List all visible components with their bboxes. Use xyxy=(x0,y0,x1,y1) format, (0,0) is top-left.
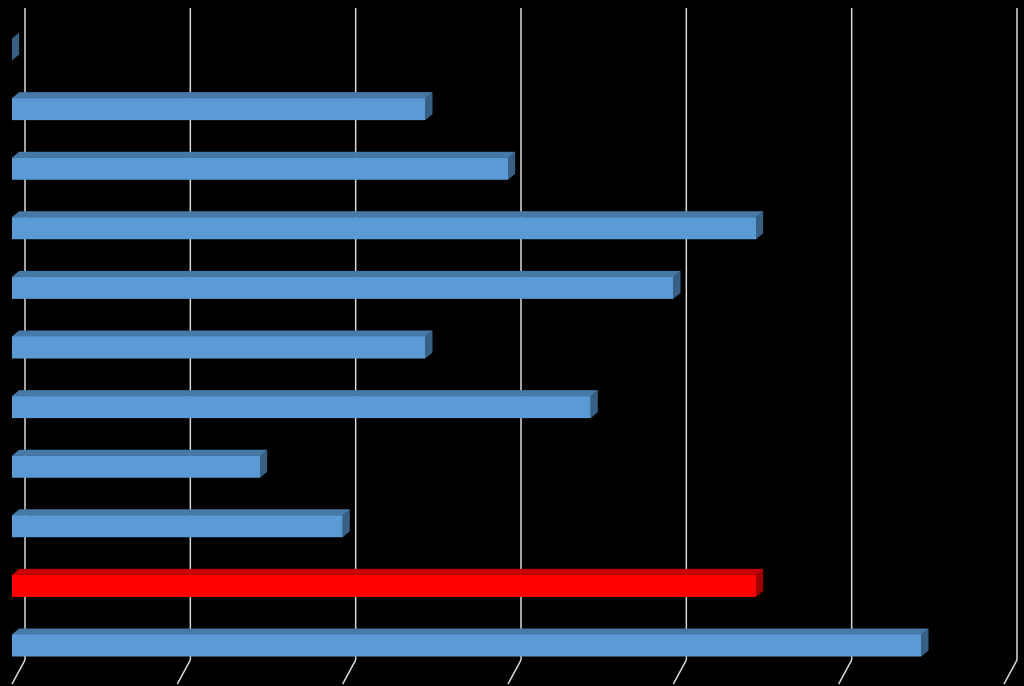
bar-top xyxy=(12,211,764,218)
floor-tick xyxy=(176,659,191,685)
bar xyxy=(12,211,764,240)
bar xyxy=(12,270,681,299)
bar xyxy=(12,449,268,478)
bar-front xyxy=(12,634,922,657)
bar-top xyxy=(12,270,681,277)
bar-top xyxy=(12,509,350,516)
floor-tick xyxy=(342,659,357,685)
bar-side xyxy=(508,151,516,180)
bar-front xyxy=(12,515,343,538)
bar-side xyxy=(921,628,929,657)
bar-side xyxy=(756,568,764,597)
bar-side xyxy=(425,330,433,359)
bar xyxy=(12,32,20,61)
bar-front xyxy=(12,157,508,180)
floor-tick xyxy=(672,659,687,685)
bar-top xyxy=(12,568,764,575)
bar xyxy=(12,628,929,657)
bar-side xyxy=(673,270,681,299)
bar-top xyxy=(12,92,433,99)
bar-top xyxy=(12,628,929,635)
bar-front xyxy=(12,574,756,597)
bar-top xyxy=(12,330,433,337)
bar-side xyxy=(260,449,268,478)
floor-tick xyxy=(1003,659,1018,685)
bar-front xyxy=(12,217,756,240)
bar-top xyxy=(12,390,598,397)
bar xyxy=(12,330,433,359)
bar-side xyxy=(756,211,764,240)
bar-front xyxy=(12,396,591,419)
floor-tick xyxy=(507,659,522,685)
floor-tick xyxy=(838,659,853,685)
floor-tick xyxy=(11,659,26,685)
bar-side xyxy=(12,32,20,61)
bar-side xyxy=(342,509,350,538)
bar-front xyxy=(12,336,426,359)
bar-side xyxy=(425,92,433,121)
bar-top xyxy=(12,151,516,158)
bar-top xyxy=(12,449,268,456)
bar-side xyxy=(590,390,598,419)
bar-front xyxy=(12,98,426,121)
bar-front xyxy=(12,276,674,299)
bar xyxy=(12,92,433,121)
bar xyxy=(12,390,598,419)
bar xyxy=(12,509,350,538)
bar xyxy=(12,151,516,180)
bar xyxy=(12,568,764,597)
bar-front xyxy=(12,455,260,478)
